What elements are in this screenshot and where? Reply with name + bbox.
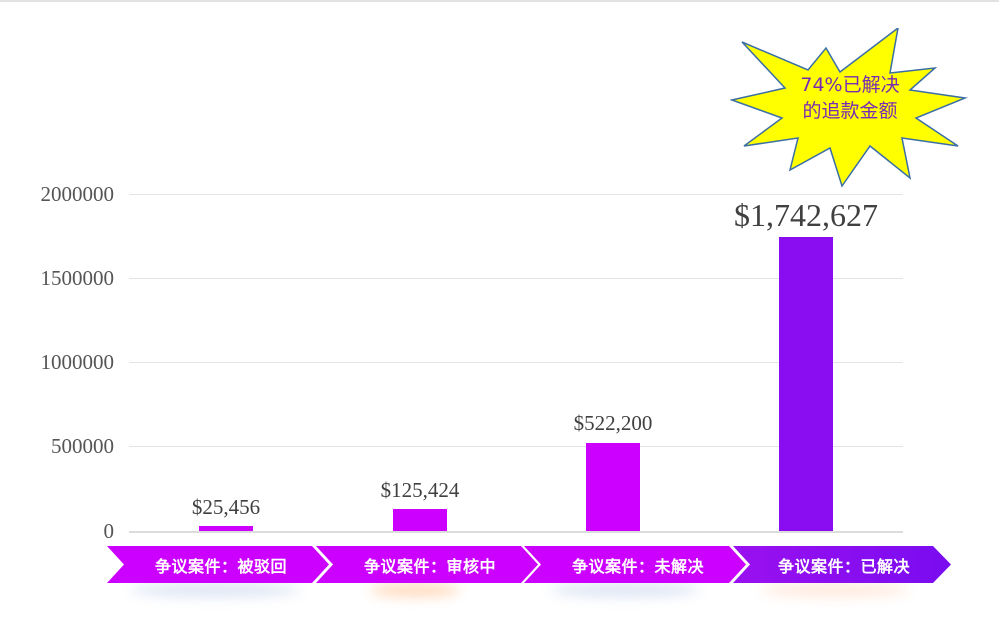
value-label-under-review: $125,424	[380, 478, 460, 502]
gridline	[129, 362, 903, 363]
chevron-shape	[107, 546, 329, 583]
category-under-review: 争议案件：审核中	[316, 546, 544, 583]
y-tick-0: 0	[103, 519, 115, 543]
top-border	[0, 0, 999, 2]
gridline	[129, 194, 903, 195]
chevron-shape	[316, 546, 538, 583]
callout-text: 74%已解决 的追款金额	[770, 72, 930, 124]
callout-line-2: 的追款金额	[802, 100, 898, 122]
bar-unresolved	[586, 443, 640, 531]
value-label-rejected: $25,456	[191, 495, 261, 519]
baseline	[129, 531, 903, 533]
bar-rejected	[199, 526, 253, 531]
shadow	[550, 583, 700, 597]
y-tick-1500000: 1500000	[40, 266, 115, 290]
category-label: 争议案件：被驳回	[154, 556, 287, 576]
category-rejected: 争议案件：被驳回	[107, 546, 335, 583]
category-label: 争议案件：已解决	[777, 556, 910, 576]
shadow	[130, 583, 300, 597]
shadow	[370, 583, 460, 597]
y-tick-500000: 500000	[51, 434, 114, 458]
category-label: 争议案件：审核中	[363, 556, 496, 576]
callout-line-1: 74%已解决	[800, 74, 900, 96]
category-resolved: 争议案件：已解决	[733, 546, 955, 583]
value-label-unresolved: $522,200	[573, 411, 653, 435]
gridline	[129, 278, 903, 279]
y-tick-1000000: 1000000	[40, 350, 115, 374]
chevron-shape	[733, 546, 951, 583]
category-unresolved: 争议案件：未解决	[524, 546, 752, 583]
y-tick-2000000: 2000000	[40, 182, 115, 206]
shadow	[760, 583, 910, 597]
gridline	[129, 446, 903, 447]
bar-under-review	[393, 509, 447, 531]
category-label: 争议案件：未解决	[571, 556, 704, 576]
bar-resolved	[779, 237, 833, 531]
chevron-shape	[524, 546, 746, 583]
starburst-callout-icon	[730, 28, 968, 188]
value-label-resolved: $1,742,627	[734, 197, 878, 233]
